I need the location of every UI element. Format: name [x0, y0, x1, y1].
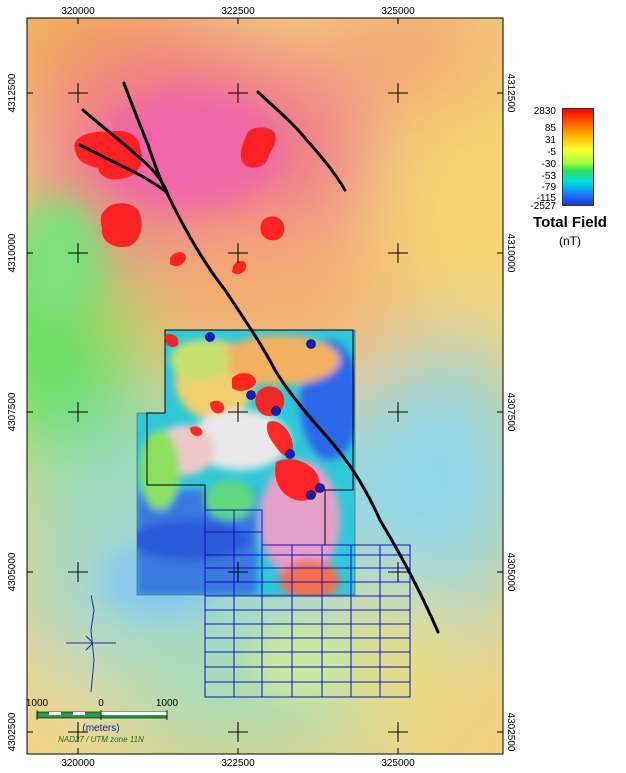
scale-right-label: 1000: [156, 698, 179, 709]
map-frame: [26, 17, 504, 755]
projection-label: NAD27 / UTM zone 11N: [58, 735, 144, 744]
y-tick-right-3: 4307500: [505, 393, 516, 432]
legend-value: -115: [536, 193, 556, 204]
legend-value: -53: [541, 171, 556, 182]
y-tick-right-5: 4302500: [505, 713, 516, 752]
legend-unit: (nT): [559, 234, 581, 248]
x-tick-top-3: 325000: [381, 6, 415, 17]
y-tick-right-1: 4312500: [505, 74, 516, 113]
north-arrow: [66, 594, 116, 693]
scale-mid-label: 0: [98, 698, 104, 709]
y-tick-left-2: 4310000: [7, 233, 18, 272]
legend-title: Total Field: [533, 214, 607, 231]
legend-value: 85: [544, 123, 556, 134]
legend-value: 2830: [533, 106, 556, 117]
legend-value: -2527: [530, 201, 556, 212]
x-tick-top-1: 320000: [61, 6, 95, 17]
drill-holes: [205, 332, 325, 500]
detailed-survey-patch: [136, 329, 356, 596]
legend-value: -5: [547, 147, 556, 158]
scale-units: (meters): [82, 723, 119, 734]
claim-grid: [204, 509, 411, 698]
scale-bar: 1000 0 1000 (meters) NAD27 / UTM zone 11…: [26, 698, 179, 744]
x-tick-bottom-3: 325000: [381, 758, 415, 769]
legend-value: 31: [544, 135, 556, 146]
x-tick-bottom-1: 320000: [61, 758, 95, 769]
regional-field: [27, 18, 503, 754]
grid-crosses: [68, 83, 408, 742]
y-tick-left-1: 4312500: [7, 73, 18, 112]
y-tick-right-2: 4310000: [505, 234, 516, 273]
legend-value: -30: [541, 159, 556, 170]
legend-value: -79: [541, 182, 556, 193]
scale-left-label: 1000: [26, 698, 49, 709]
y-tick-left-5: 4302500: [7, 712, 18, 751]
x-tick-bottom-2: 322500: [221, 758, 255, 769]
color-legend: 2830 85 31 -5 -30 -53 -79 -115 -2527 Tot…: [500, 100, 626, 260]
y-tick-left-4: 4305000: [7, 552, 18, 591]
y-tick-right-4: 4305000: [505, 553, 516, 592]
legend-color-ramp: [562, 108, 594, 206]
x-tick-top-2: 322500: [221, 6, 255, 17]
y-tick-left-3: 4307500: [7, 392, 18, 431]
faults: [78, 81, 440, 634]
